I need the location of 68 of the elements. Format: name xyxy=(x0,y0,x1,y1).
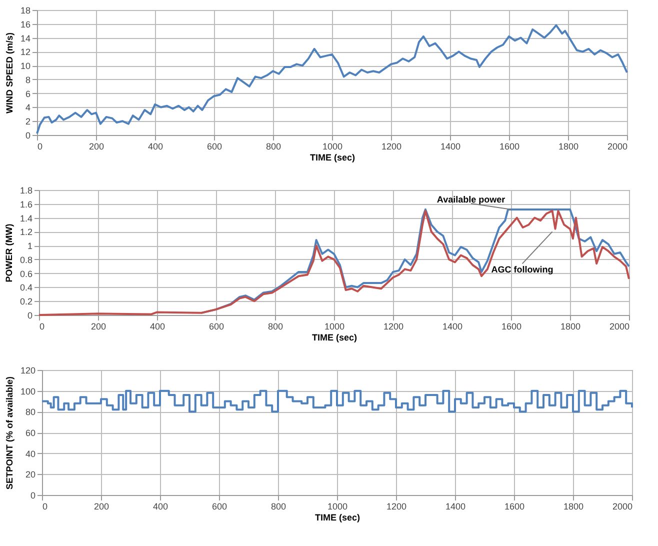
x-tick-label: 1000 xyxy=(327,502,348,512)
x-tick-label: 1600 xyxy=(499,142,520,152)
x-tick-label: 1000 xyxy=(322,142,343,152)
y-tick-label: 16 xyxy=(20,19,30,30)
x-tick-label: 1600 xyxy=(501,322,522,332)
y-tick-label: 10 xyxy=(20,61,30,72)
x-tick-label: 800 xyxy=(266,142,282,152)
x-tick-label: 200 xyxy=(90,322,106,332)
x-tick-label: 1800 xyxy=(560,322,581,332)
y-tick-label: 0 xyxy=(27,310,32,320)
x-tick-label: 0 xyxy=(38,142,43,152)
y-tick-label: 1.4 xyxy=(20,213,32,224)
x-tick-label: 200 xyxy=(94,502,110,512)
x-tick-label: 1400 xyxy=(440,142,461,152)
y-tick-label: 60 xyxy=(25,428,36,438)
y-tick-label: 8 xyxy=(25,74,30,85)
y-tick-label: 18 xyxy=(20,6,30,16)
x-tick-label: 800 xyxy=(268,322,284,332)
y-axis-title: SETPOINT (% of available) xyxy=(4,376,14,490)
x-tick-label: 600 xyxy=(206,142,222,152)
x-tick-label: 400 xyxy=(152,502,168,512)
y-tick-label: 12 xyxy=(20,47,30,58)
x-tick-label: 400 xyxy=(148,142,164,152)
y-tick-label: 1.6 xyxy=(20,199,32,210)
x-tick-label: 600 xyxy=(212,502,228,512)
y-tick-label: 0.8 xyxy=(20,254,32,265)
y-tick-label: 80 xyxy=(25,407,36,418)
x-tick-label: 2000 xyxy=(609,322,630,332)
x-tick-label: 1200 xyxy=(381,142,402,152)
x-axis-title: TIME (sec) xyxy=(314,512,360,522)
x-tick-label: 1600 xyxy=(504,502,525,512)
x-tick-label: 1000 xyxy=(324,322,345,332)
x-axis-title: TIME (sec) xyxy=(310,152,356,162)
x-tick-label: 600 xyxy=(208,322,224,332)
y-tick-label: 20 xyxy=(25,470,36,480)
y-axis-title: POWER (MW) xyxy=(4,224,14,282)
y-tick-label: 120 xyxy=(20,366,36,376)
x-tick-label: 1800 xyxy=(558,142,579,152)
y-tick-label: 0 xyxy=(30,490,36,500)
x-tick-label: 2000 xyxy=(612,502,632,512)
x-tick-label: 1400 xyxy=(442,322,463,332)
annotation: AGC following xyxy=(491,264,554,275)
x-tick-label: 200 xyxy=(88,142,104,152)
y-tick-label: 2 xyxy=(25,116,30,127)
x-tick-label: 0 xyxy=(40,322,45,332)
y-tick-label: 4 xyxy=(25,102,30,113)
y-tick-label: 40 xyxy=(25,448,36,459)
x-tick-label: 1400 xyxy=(445,502,466,512)
annotation: Available power xyxy=(436,194,506,204)
y-tick-label: 0 xyxy=(25,130,30,140)
x-tick-label: 800 xyxy=(270,502,286,512)
x-tick-label: 1200 xyxy=(383,322,404,332)
y-tick-label: 0.6 xyxy=(20,268,32,279)
y-tick-label: 0.4 xyxy=(20,282,32,293)
y-tick-label: 0.2 xyxy=(20,296,32,307)
x-tick-label: 1800 xyxy=(563,502,584,512)
y-tick-label: 1 xyxy=(27,241,32,252)
x-tick-label: 1200 xyxy=(386,502,407,512)
y-tick-label: 1.2 xyxy=(20,227,32,238)
x-tick-label: 2000 xyxy=(607,142,628,152)
x-tick-label: 0 xyxy=(42,502,48,512)
y-tick-label: 6 xyxy=(25,88,30,99)
y-axis-title: WIND SPEED (m/s) xyxy=(4,32,14,114)
x-tick-label: 400 xyxy=(150,322,166,332)
y-tick-label: 14 xyxy=(20,33,30,44)
y-tick-label: 1.8 xyxy=(20,186,32,196)
x-axis-title: TIME (sec) xyxy=(312,332,358,342)
y-tick-label: 100 xyxy=(20,386,36,396)
